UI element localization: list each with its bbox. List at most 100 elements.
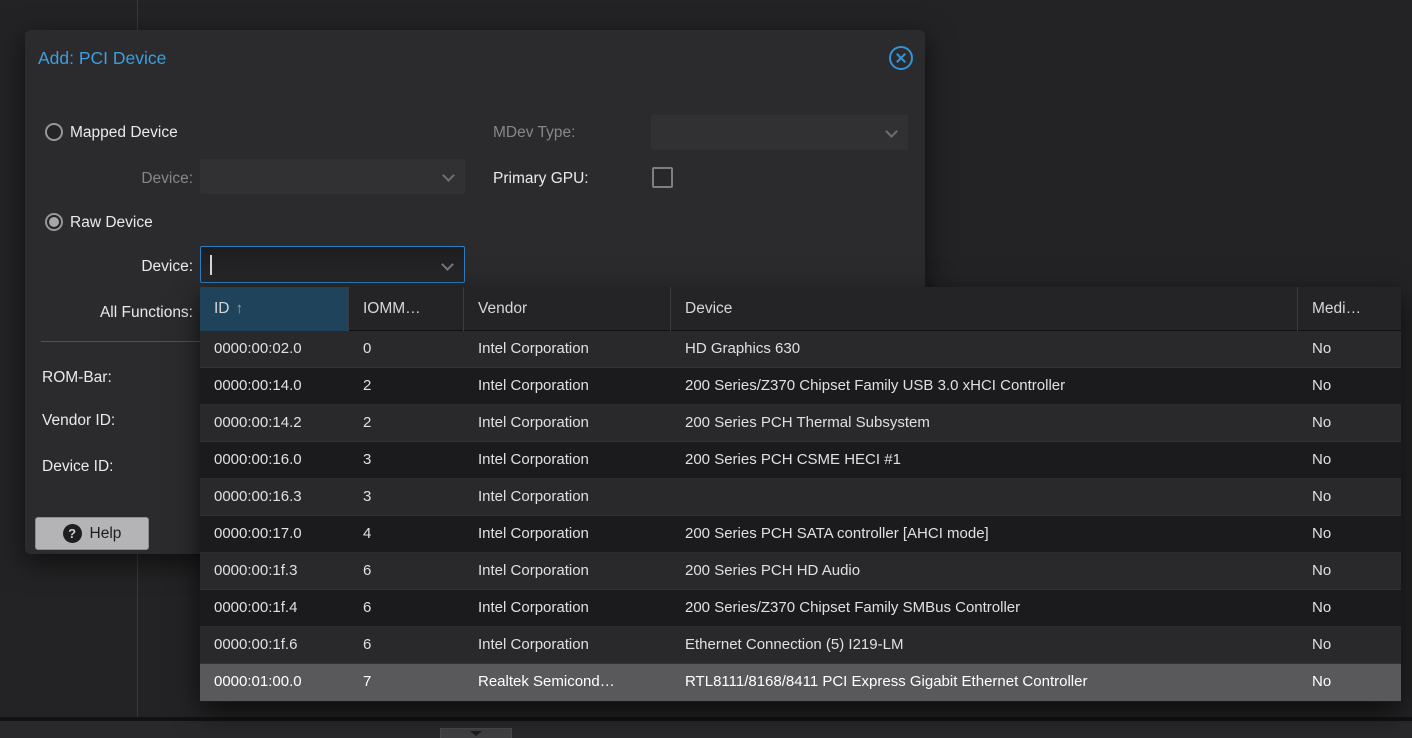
cell-iommu: 6 [363,636,372,653]
mapped-device-radio[interactable] [45,123,63,141]
raw-device-radio[interactable] [45,213,63,231]
cell-device: 200 Series/Z370 Chipset Family USB 3.0 x… [685,377,1066,394]
cell-mediated: No [1312,340,1332,357]
cell-iommu: 2 [363,377,372,394]
cell-iommu: 2 [363,414,372,431]
cell-iommu: 3 [363,451,372,468]
cell-mediated: No [1312,673,1332,690]
vendor-id-label: Vendor ID: [42,412,116,429]
device-row[interactable]: 0000:00:14.0 2 Intel Corporation 200 Ser… [200,368,1401,405]
device-row[interactable]: 0000:00:1f.6 6 Intel Corporation Etherne… [200,627,1401,664]
chevron-down-icon [441,258,454,271]
cell-device: Ethernet Connection (5) I219-LM [685,636,904,653]
bottom-panel [0,721,1412,738]
all-functions-label: All Functions: [99,304,193,321]
cell-id: 0000:00:17.0 [214,525,302,542]
cell-device: 200 Series PCH HD Audio [685,562,861,579]
cell-id: 0000:00:02.0 [214,340,302,357]
cell-mediated: No [1312,377,1332,394]
column-header-id[interactable]: ID ↑ [200,287,349,331]
cell-device: RTL8111/8168/8411 PCI Express Gigabit Et… [685,673,1088,690]
cell-mediated: No [1312,414,1332,431]
pci-device-dropdown: ID ↑ IOMM… Vendor Device Medi… 0000:00:02… [200,287,1401,702]
device-id-label: Device ID: [42,458,114,475]
help-button-label: Help [89,524,122,542]
column-header-id-label: ID [214,300,230,317]
device-row[interactable]: 0000:00:1f.4 6 Intel Corporation 200 Ser… [200,590,1401,627]
cell-mediated: No [1312,636,1332,653]
text-caret [210,255,212,275]
mapped-device-combobox [200,159,465,194]
cell-mediated: No [1312,451,1332,468]
cell-device [671,479,1298,515]
mdev-type-label: MDev Type: [493,124,576,141]
cell-vendor: Intel Corporation [478,451,589,468]
cell-vendor: Intel Corporation [478,525,589,542]
scroll-down-button[interactable] [440,728,512,738]
mapped-device-combo-label: Device: [141,170,193,187]
cell-vendor: Intel Corporation [478,599,589,616]
sort-ascending-icon: ↑ [235,300,244,317]
raw-device-combo-label: Device: [141,258,193,275]
cell-mediated: No [1312,488,1332,505]
cell-vendor: Intel Corporation [478,636,589,653]
cell-device: 200 Series PCH SATA controller [AHCI mod… [685,525,989,542]
cell-vendor: Realtek Semicond… [478,673,615,690]
cell-iommu: 7 [363,673,372,690]
column-header-device[interactable]: Device [671,287,1298,331]
cell-device: 200 Series PCH Thermal Subsystem [685,414,930,431]
cell-mediated: No [1312,599,1332,616]
cell-iommu: 6 [363,599,372,616]
chevron-down-icon [442,169,455,182]
cell-id: 0000:00:1f.6 [214,636,298,653]
column-header-mediated[interactable]: Medi… [1312,300,1362,317]
device-row-highlighted[interactable]: 0000:01:00.0 7 Realtek Semicond… RTL8111… [200,664,1401,701]
device-row[interactable]: 0000:00:17.0 4 Intel Corporation 200 Ser… [200,516,1401,553]
cell-mediated: No [1312,525,1332,542]
bottom-splitter[interactable] [0,717,1412,721]
cell-id: 0000:00:1f.3 [214,562,298,579]
device-row[interactable]: 0000:00:16.3 3 Intel Corporation No [200,479,1401,516]
cell-mediated: No [1312,562,1332,579]
raw-device-combobox[interactable] [200,246,465,283]
cell-id: 0000:00:14.2 [214,414,302,431]
cell-device: 200 Series/Z370 Chipset Family SMBus Con… [685,599,1021,616]
device-row[interactable]: 0000:00:14.2 2 Intel Corporation 200 Ser… [200,405,1401,442]
cell-vendor: Intel Corporation [478,340,589,357]
dialog-title: Add: PCI Device [38,48,167,68]
device-row[interactable]: 0000:00:1f.3 6 Intel Corporation 200 Ser… [200,553,1401,590]
close-button[interactable] [888,45,914,71]
cell-id: 0000:00:1f.4 [214,599,298,616]
cell-device: 200 Series PCH CSME HECI #1 [685,451,901,468]
fieldset-divider [41,341,201,342]
triangle-down-icon [470,731,482,736]
primary-gpu-label: Primary GPU: [493,170,589,187]
device-row[interactable]: 0000:00:16.0 3 Intel Corporation 200 Ser… [200,442,1401,479]
device-row[interactable]: 0000:00:02.0 0 Intel Corporation HD Grap… [200,331,1401,368]
column-header-iommu[interactable]: IOMM… [349,287,464,331]
cell-id: 0000:00:16.3 [214,488,302,505]
help-button[interactable]: ? Help [35,517,149,550]
cell-vendor: Intel Corporation [478,377,589,394]
cell-iommu: 6 [363,562,372,579]
column-header-vendor[interactable]: Vendor [464,287,671,331]
mdev-type-combobox [651,115,908,150]
chevron-down-icon [885,125,898,138]
question-mark-icon: ? [62,524,82,543]
cell-id: 0000:00:14.0 [214,377,302,394]
rom-bar-label: ROM-Bar: [42,369,112,386]
cell-iommu: 3 [363,488,372,505]
cell-iommu: 4 [363,525,372,542]
primary-gpu-checkbox[interactable] [652,167,673,188]
raw-device-radio-label: Raw Device [70,214,153,231]
cell-id: 0000:00:16.0 [214,451,302,468]
cell-id: 0000:01:00.0 [214,673,302,690]
cell-vendor: Intel Corporation [478,414,589,431]
grid-header: ID ↑ IOMM… Vendor Device Medi… [200,287,1401,331]
cell-device: HD Graphics 630 [685,340,801,357]
cell-iommu: 0 [363,340,372,357]
mapped-device-radio-label: Mapped Device [70,124,178,141]
cell-vendor: Intel Corporation [478,562,589,579]
cell-vendor: Intel Corporation [478,488,589,505]
